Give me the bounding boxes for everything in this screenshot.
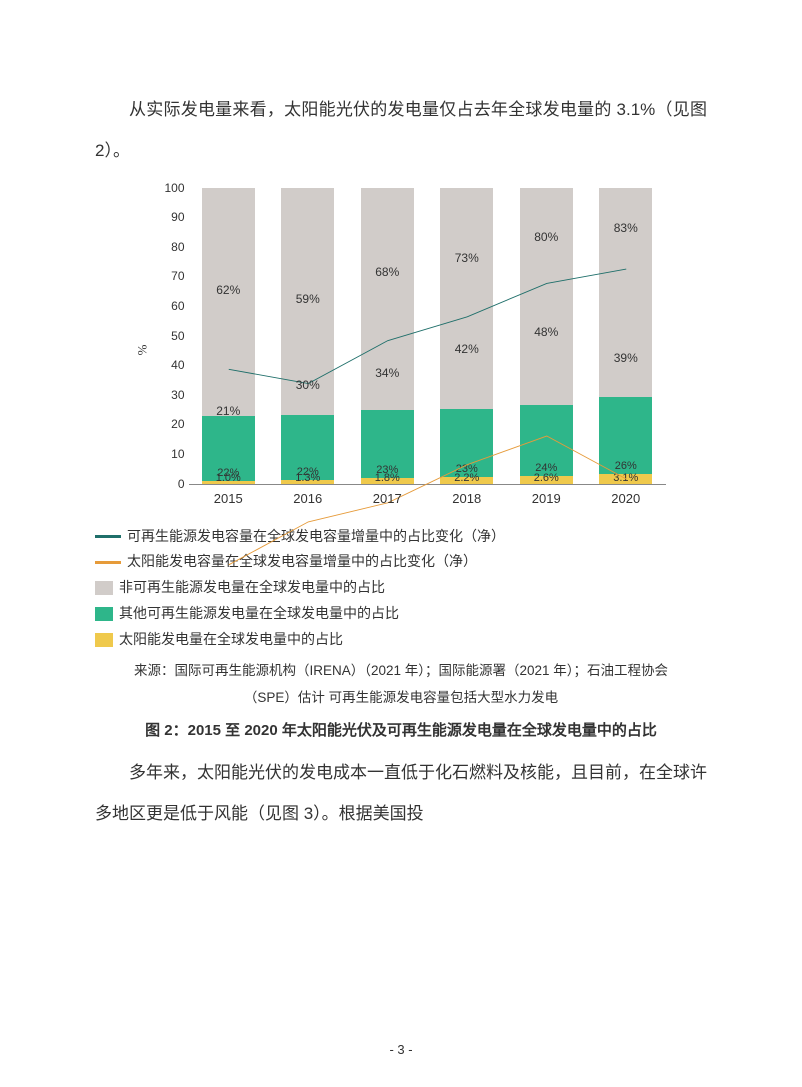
figure-2-chart: % 010203040506070809010022%1.0%22%1.3%23…	[129, 180, 674, 520]
line-value-label: 62%	[216, 283, 240, 297]
y-tick: 60	[159, 299, 185, 313]
y-tick: 20	[159, 417, 185, 431]
x-tick: 2017	[361, 491, 414, 506]
legend-swatch-line	[95, 561, 121, 564]
y-tick: 50	[159, 329, 185, 343]
line-value-label: 21%	[216, 405, 240, 419]
line-renewable-capacity	[228, 269, 626, 383]
x-tick: 2020	[599, 491, 652, 506]
line-value-label: 59%	[296, 292, 320, 306]
legend-swatch-box	[95, 581, 113, 595]
line-value-label: 42%	[455, 342, 479, 356]
y-tick: 80	[159, 240, 185, 254]
paragraph-1: 从实际发电量来看，太阳能光伏的发电量仅占去年全球发电量的 3.1%（见图 2）。	[95, 90, 707, 172]
line-value-label: 39%	[614, 351, 638, 365]
paragraph-2: 多年来，太阳能光伏的发电成本一直低于化石燃料及核能，且目前，在全球许多地区更是低…	[95, 753, 707, 835]
y-tick: 30	[159, 388, 185, 402]
line-value-label: 80%	[534, 230, 558, 244]
line-value-label: 68%	[375, 266, 399, 280]
y-tick: 10	[159, 447, 185, 461]
line-value-label: 83%	[614, 221, 638, 235]
y-tick: 0	[159, 477, 185, 491]
y-tick: 70	[159, 269, 185, 283]
figure-2-caption: 图 2：2015 至 2020 年太阳能光伏及可再生能源发电量在全球发电量中的占…	[95, 711, 707, 753]
legend-swatch-line	[95, 535, 121, 538]
y-tick: 100	[159, 181, 185, 195]
y-tick: 40	[159, 358, 185, 372]
line-value-label: 30%	[296, 378, 320, 392]
line-value-label: 73%	[455, 251, 479, 265]
x-tick: 2015	[202, 491, 255, 506]
x-tick: 2016	[281, 491, 334, 506]
legend-swatch-box	[95, 607, 113, 621]
x-tick: 2019	[520, 491, 573, 506]
line-value-label: 48%	[534, 325, 558, 339]
y-tick: 90	[159, 210, 185, 224]
y-axis-label: %	[134, 344, 150, 355]
page-number: - 3 -	[0, 1042, 802, 1057]
line-value-label: 34%	[375, 366, 399, 380]
legend-swatch-box	[95, 633, 113, 647]
x-tick: 2018	[440, 491, 493, 506]
